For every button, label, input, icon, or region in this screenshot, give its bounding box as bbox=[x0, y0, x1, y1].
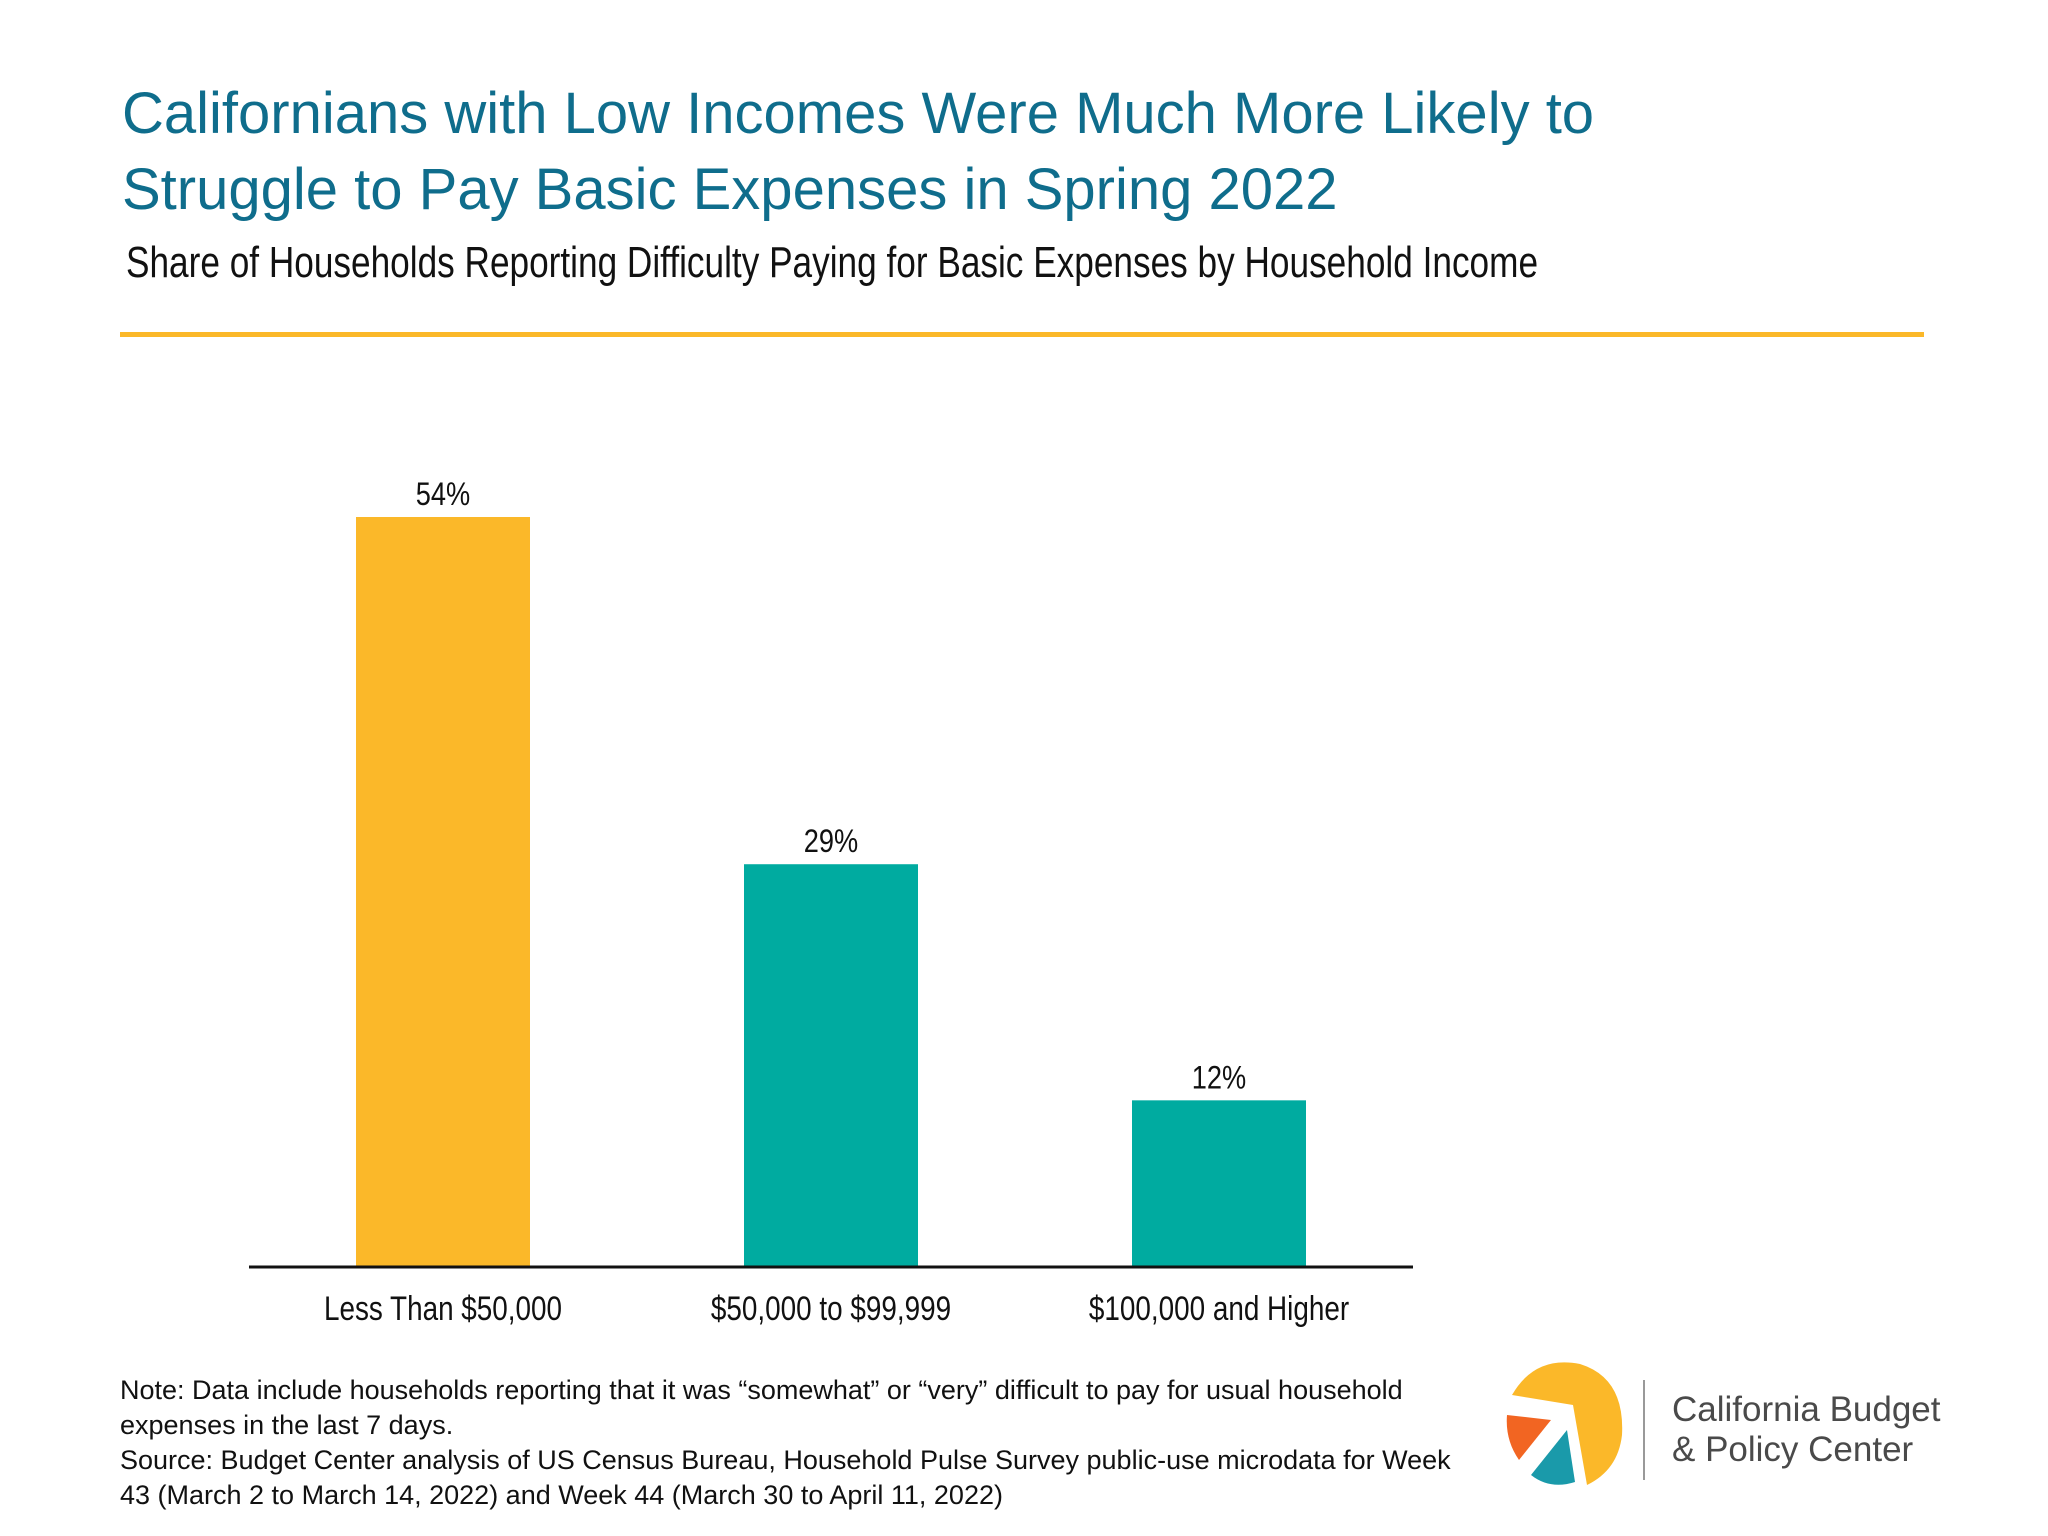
title-line-2: Struggle to Pay Basic Expenses in Spring… bbox=[122, 157, 1338, 222]
logo-line-2: & Policy Center bbox=[1672, 1430, 1914, 1469]
title-line-1: Californians with Low Incomes Were Much … bbox=[122, 81, 1595, 146]
chart-subtitle: Share of Households Reporting Difficulty… bbox=[126, 238, 1539, 287]
x-tick-label: Less Than $50,000 bbox=[324, 1289, 562, 1327]
logo: California Budget & Policy Center bbox=[1495, 1360, 2015, 1500]
source-text: Source: Budget Center analysis of US Cen… bbox=[120, 1445, 1451, 1510]
x-tick-label: $50,000 to $99,999 bbox=[711, 1289, 951, 1327]
bar bbox=[1132, 1100, 1306, 1267]
logo-text: California Budget & Policy Center bbox=[1672, 1390, 1941, 1470]
title-divider bbox=[120, 332, 1924, 337]
data-label: 29% bbox=[804, 824, 858, 860]
x-tick-label: $100,000 and Higher bbox=[1089, 1289, 1349, 1327]
note-text: Note: Data include households reporting … bbox=[120, 1375, 1403, 1440]
data-label: 12% bbox=[1192, 1060, 1246, 1096]
data-label: 54% bbox=[416, 477, 470, 513]
chart-title: Californians with Low Incomes Were Much … bbox=[122, 76, 1594, 228]
bar bbox=[744, 864, 918, 1267]
logo-line-1: California Budget bbox=[1672, 1390, 1941, 1429]
bar bbox=[356, 517, 530, 1267]
logo-mark-icon bbox=[1506, 1362, 1623, 1485]
logo-divider bbox=[1643, 1380, 1645, 1480]
notes: Note: Data include households reporting … bbox=[120, 1373, 1460, 1513]
